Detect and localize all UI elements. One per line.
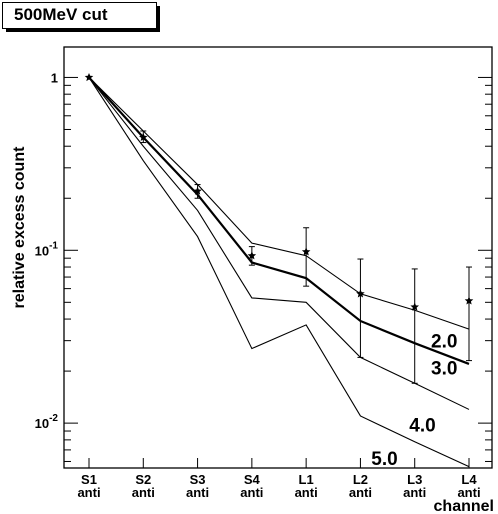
y-tick-label: 10-2 <box>35 413 59 431</box>
measured-points <box>84 72 474 384</box>
y-axis-label: relative excess count <box>11 146 28 309</box>
data-point-star <box>193 186 202 195</box>
data-point-star <box>410 302 419 311</box>
x-axis-label: channel <box>434 498 494 514</box>
x-tick-label: L4 <box>461 472 477 487</box>
x-tick-label: S2 <box>135 472 151 487</box>
x-tick-label-sub: anti <box>457 485 480 500</box>
x-tick-label-sub: anti <box>186 485 209 500</box>
y-tick-label: 1 <box>51 70 58 85</box>
x-tick-label: S3 <box>190 472 206 487</box>
data-point-star <box>356 289 365 298</box>
y-tick-label: 10-1 <box>35 240 59 258</box>
x-tick-label: L2 <box>353 472 368 487</box>
plot-frame <box>63 46 493 469</box>
x-tick-label: S1 <box>81 472 97 487</box>
curve-label: 5.0 <box>371 449 397 470</box>
x-tick-label: S4 <box>244 472 261 487</box>
x-tick-label-sub: anti <box>403 485 426 500</box>
chart-title: 500MeV cut <box>2 2 157 29</box>
x-tick-label-sub: anti <box>240 485 263 500</box>
curve-label: 4.0 <box>409 416 435 437</box>
data-point-star <box>301 247 311 256</box>
plot-border <box>63 46 493 469</box>
x-tick-label-sub: anti <box>132 485 155 500</box>
data-point-star <box>247 251 257 260</box>
curve-label: 2.0 <box>431 332 457 353</box>
data-point-star <box>464 296 474 305</box>
model-curve <box>88 76 470 365</box>
axis-ticks <box>64 76 492 468</box>
x-tick-label: L1 <box>299 472 314 487</box>
model-curve <box>88 77 470 468</box>
title-box-shadow-side <box>156 6 160 32</box>
curve-label: 3.0 <box>431 358 457 379</box>
x-tick-label-sub: anti <box>349 485 372 500</box>
data-point-star <box>139 132 148 142</box>
title-box-shadow <box>6 28 160 32</box>
model-curves: 2.0 3.0 4.0 5.0 <box>88 76 470 470</box>
x-tick-label: L3 <box>407 472 422 487</box>
x-tick-label-sub: anti <box>295 485 318 500</box>
model-curve <box>88 77 470 330</box>
x-tick-label-sub: anti <box>77 485 100 500</box>
model-curve <box>88 77 470 410</box>
data-point-star <box>84 72 94 82</box>
axis-labels: 110-110-2S1antiS2antiS3antiS4antiL1antiL… <box>11 70 494 514</box>
